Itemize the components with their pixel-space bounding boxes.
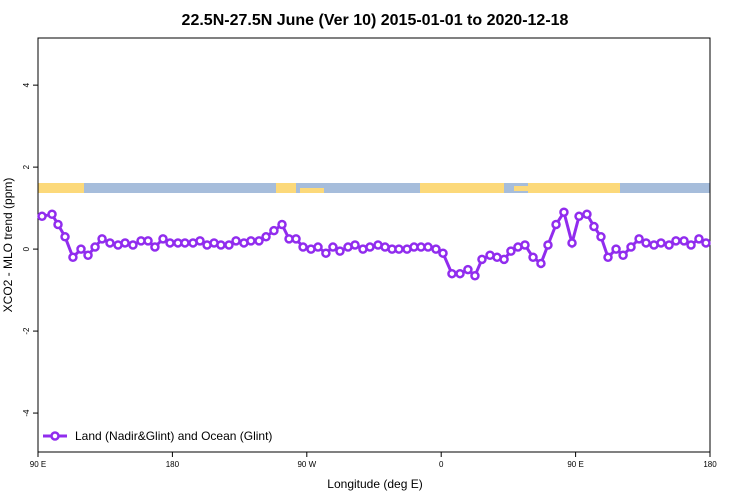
data-point [559, 207, 569, 217]
data-point [158, 234, 168, 244]
data-point [150, 242, 160, 252]
data-point [506, 246, 516, 256]
data-point [470, 270, 480, 281]
y-tick-label: -2 [22, 327, 31, 335]
y-axis-label: XCO2 - MLO trend (ppm) [1, 178, 15, 313]
data-point [520, 240, 530, 250]
land-patch [300, 188, 324, 193]
y-tick-label: 2 [22, 164, 31, 169]
data-point [694, 234, 704, 244]
data-point [180, 238, 190, 248]
data-point [596, 232, 606, 242]
data-point [216, 240, 226, 250]
data-point [463, 264, 473, 275]
data-point [291, 234, 301, 244]
data-point [477, 254, 487, 265]
data-point [165, 238, 175, 248]
ocean-strip [38, 183, 710, 193]
data-point [143, 236, 153, 246]
data-point [664, 240, 674, 250]
data-point [438, 248, 448, 258]
data-point [47, 209, 57, 220]
data-point [335, 246, 345, 256]
data-point [634, 234, 644, 244]
data-point [328, 242, 338, 252]
x-tick-label: 90 E [567, 460, 583, 469]
data-point [618, 250, 628, 260]
data-point [626, 242, 636, 252]
data-point [60, 232, 70, 242]
data-point [611, 244, 621, 254]
data-point [551, 219, 561, 230]
data-point [447, 268, 457, 279]
data-point [37, 211, 47, 222]
data-point [582, 209, 592, 220]
data-point [105, 238, 115, 248]
data-point [656, 238, 666, 248]
data-point [499, 254, 509, 265]
data-point [641, 238, 651, 248]
data-point [365, 242, 375, 252]
y-tick-label: 4 [22, 82, 31, 87]
data-point [231, 236, 241, 246]
data-point [53, 219, 63, 230]
data-point [394, 244, 404, 254]
data-point [277, 219, 287, 230]
data-point [423, 242, 433, 252]
data-point [671, 236, 681, 246]
data-point [76, 244, 86, 254]
data-point [128, 240, 138, 250]
data-point [83, 250, 93, 260]
land-patch [528, 183, 620, 193]
data-point [536, 258, 546, 269]
data-point [574, 211, 584, 222]
data-point [269, 225, 279, 236]
land-ocean-strip [38, 183, 710, 193]
data-point [455, 268, 465, 279]
x-tick-label: 180 [166, 460, 180, 469]
data-point [603, 252, 613, 263]
data-point [528, 252, 538, 263]
chart-title: 22.5N-27.5N June (Ver 10) 2015-01-01 to … [182, 12, 569, 29]
x-axis-label: Longitude (deg E) [327, 477, 422, 491]
x-tick-label: 90 E [30, 460, 46, 469]
data-point [431, 244, 441, 254]
data-point [686, 240, 696, 250]
land-patch [420, 183, 504, 193]
data-point [97, 234, 107, 244]
data-point [254, 236, 264, 246]
data-point [350, 240, 360, 250]
data-point [298, 242, 308, 252]
legend-label: Land (Nadir&Glint) and Ocean (Glint) [75, 429, 272, 443]
x-tick-label: 90 W [297, 460, 316, 469]
data-point [195, 236, 205, 246]
y-tick-label: 0 [22, 246, 31, 251]
data-point [246, 236, 256, 246]
data-point [261, 232, 271, 242]
data-point [224, 240, 234, 250]
data-point [90, 242, 100, 252]
land-patch [514, 186, 528, 191]
land-patch [38, 183, 84, 193]
data-point [567, 238, 577, 248]
data-point [701, 238, 711, 248]
data-point [313, 242, 323, 252]
data-point [68, 252, 78, 263]
x-tick-label: 180 [703, 460, 717, 469]
legend-marker [50, 431, 60, 441]
x-tick-label: 0 [439, 460, 444, 469]
data-point [589, 221, 599, 232]
data-point [321, 248, 331, 258]
data-point [543, 240, 553, 250]
data-point [120, 238, 130, 248]
y-tick-label: -4 [22, 409, 31, 417]
data-point [679, 236, 689, 246]
land-patch [276, 183, 296, 193]
